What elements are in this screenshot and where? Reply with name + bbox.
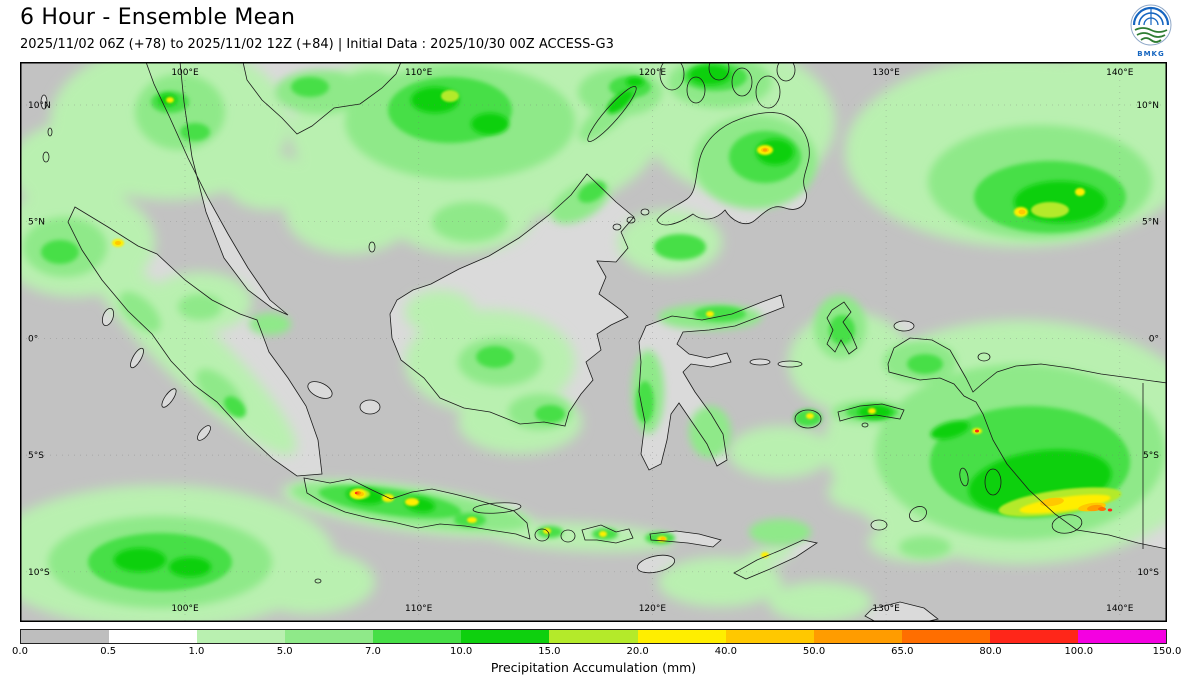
colorbar-segment xyxy=(637,630,726,643)
forecast-period: 2025/11/02 06Z (+78) to 2025/11/02 12Z (… xyxy=(20,37,614,52)
colorbar-tick-labels: 0.0 0.5 1.0 5.0 7.0 10.0 15.0 20.0 40.0 50.0 65.0 8… xyxy=(12,644,1181,657)
colorbar-tick-label: 40.0 xyxy=(714,646,737,657)
colorbar-segment xyxy=(1077,630,1167,643)
colorbar-segment xyxy=(725,630,814,643)
colorbar-segment xyxy=(901,630,990,643)
lon-tick-bottom: 110°E xyxy=(405,604,433,614)
lat-tick-right: 5°N xyxy=(1142,218,1159,228)
precipitation-map: 100°E 100°E 110°E 110°E 120°E 120°E 130°E 130°E… xyxy=(20,62,1167,622)
colorbar-segment xyxy=(549,630,638,643)
lat-tick-left: 5°N xyxy=(28,218,45,228)
lon-tick-bottom: 140°E xyxy=(1106,604,1134,614)
lat-tick-left: 0° xyxy=(28,334,38,344)
colorbar-segment xyxy=(813,630,902,643)
colorbar-segment xyxy=(989,630,1078,643)
colorbar-tick-label: 50.0 xyxy=(802,646,826,657)
colorbar-segment xyxy=(285,630,374,643)
colorbar-tick-label: 100.0 xyxy=(1064,646,1094,657)
colorbar-tick-label: 7.0 xyxy=(364,646,381,657)
colorbar-tick-label: 1.0 xyxy=(188,646,205,657)
lon-tick-top: 110°E xyxy=(405,68,433,78)
precipitation-layer xyxy=(20,62,1167,622)
page-title: 6 Hour - Ensemble Mean xyxy=(20,5,296,30)
lat-tick-right: 10°S xyxy=(1137,568,1159,578)
lat-tick-left: 10°N xyxy=(28,101,51,111)
colorbar-tick-label: 20.0 xyxy=(626,646,649,657)
colorbar-tick-label: 150.0 xyxy=(1152,646,1182,657)
lat-tick-left: 10°S xyxy=(28,568,50,578)
bmkg-logo: BMKG xyxy=(1127,3,1175,58)
colorbar-tick-label: 5.0 xyxy=(276,646,293,657)
colorbar-tick-label: 80.0 xyxy=(979,646,1002,657)
bmkg-logo-text: BMKG xyxy=(1137,50,1165,58)
lat-tick-left: 5°S xyxy=(28,451,44,461)
lat-tick-right: 10°N xyxy=(1136,101,1159,111)
colorbar-tick-label: 0.5 xyxy=(100,646,117,657)
colorbar: 0.0 0.5 1.0 5.0 7.0 10.0 15.0 20.0 40.0 50.0 65.0 8… xyxy=(12,629,1181,675)
colorbar-label: Precipitation Accumulation (mm) xyxy=(490,660,697,675)
colorbar-segment xyxy=(197,630,286,643)
coastline-layer xyxy=(40,62,1167,622)
colorbar-tick-label: 10.0 xyxy=(450,646,473,657)
lon-tick-top: 100°E xyxy=(171,68,199,78)
lon-tick-top: 120°E xyxy=(639,68,667,78)
map-container: 100°E 100°E 110°E 110°E 120°E 120°E 130°E 130°E… xyxy=(20,62,1167,622)
colorbar-tick-label: 65.0 xyxy=(891,646,914,657)
lon-tick-bottom: 130°E xyxy=(872,604,900,614)
bmkg-globe-icon xyxy=(1130,4,1172,46)
lat-tick-right: 0° xyxy=(1149,334,1159,344)
colorbar-segment xyxy=(373,630,462,643)
colorbar-tick-label: 15.0 xyxy=(538,646,561,657)
colorbar-segments xyxy=(20,629,1167,644)
colorbar-segment xyxy=(21,630,110,643)
colorbar-tick-label: 0.0 xyxy=(12,646,28,657)
map-frame xyxy=(20,62,1167,622)
colorbar-segment xyxy=(109,630,198,643)
lat-tick-right: 5°S xyxy=(1143,451,1159,461)
lon-tick-top: 140°E xyxy=(1106,68,1134,78)
colorbar-segment xyxy=(461,630,550,643)
axis-labels: 100°E 100°E 110°E 110°E 120°E 120°E 130°E 130°E… xyxy=(28,68,1159,614)
lon-tick-top: 130°E xyxy=(872,68,900,78)
lon-tick-bottom: 100°E xyxy=(171,604,199,614)
lon-tick-bottom: 120°E xyxy=(639,604,667,614)
